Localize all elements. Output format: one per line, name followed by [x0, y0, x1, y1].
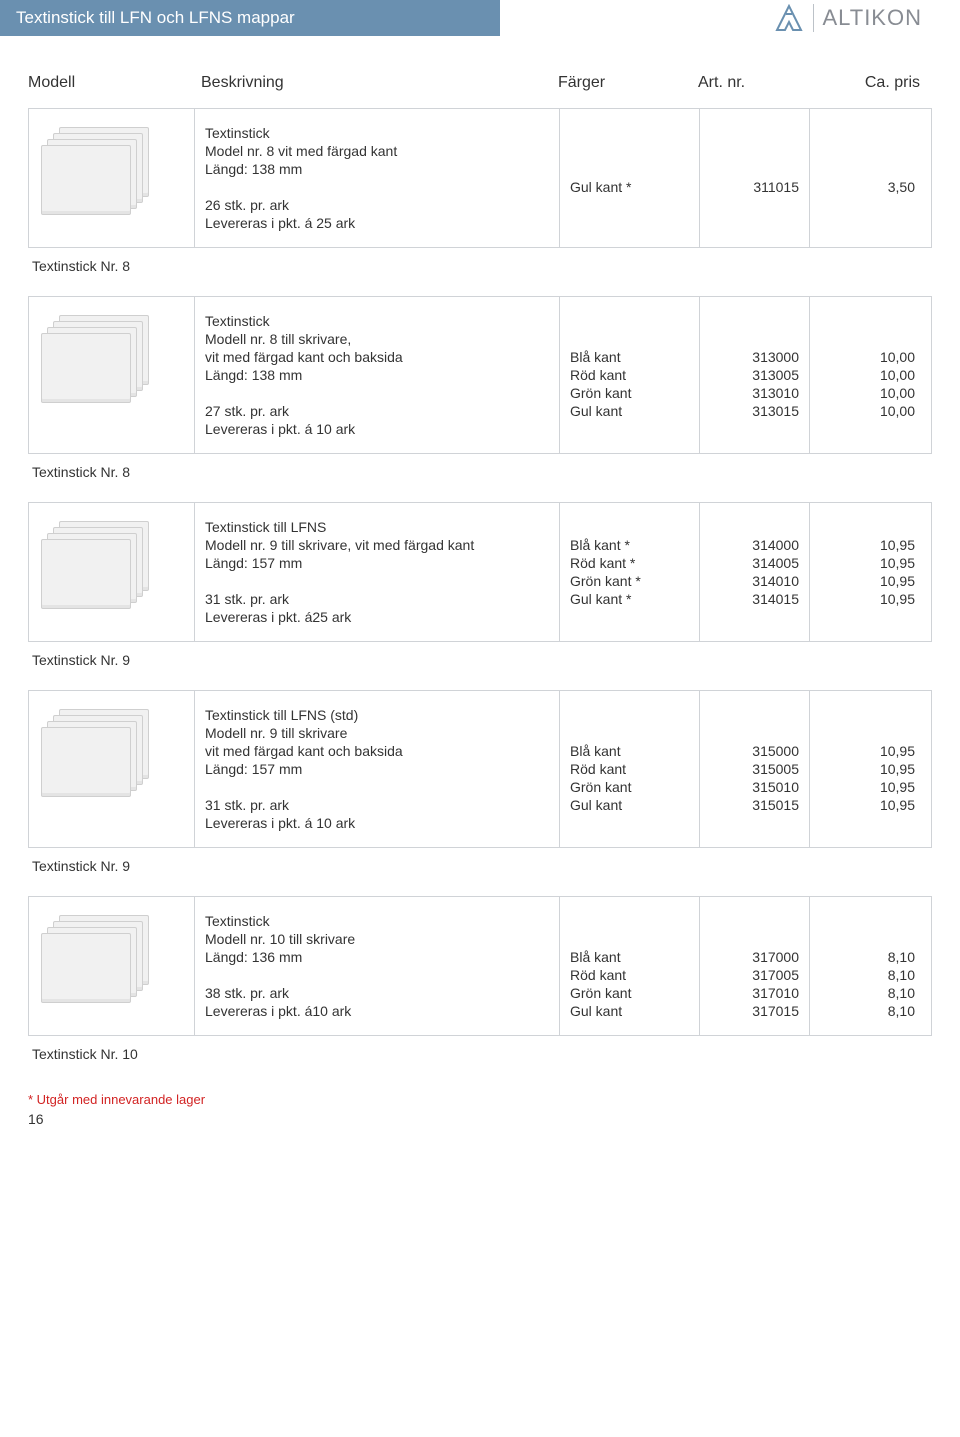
col-artnr: Art. nr.	[698, 74, 808, 92]
product-thumb	[29, 897, 194, 1035]
product-artnr: 315000315005315010315015	[699, 691, 809, 847]
product-description: Textinstick till LFNS (std)Modell nr. 9 …	[194, 691, 559, 847]
product-colors: Blå kant *Röd kant *Grön kant *Gul kant …	[559, 503, 699, 641]
product-description: TextinstickModell nr. 8 till skrivare,vi…	[194, 297, 559, 453]
column-headers: Modell Beskrivning Färger Art. nr. Ca. p…	[28, 74, 932, 92]
product-caption: Textinstick Nr. 8	[32, 258, 932, 274]
col-farger: Färger	[558, 74, 698, 92]
product-artnr: 313000313005313010313015	[699, 297, 809, 453]
product-thumb	[29, 297, 194, 453]
product-colors: Blå kantRöd kantGrön kantGul kant	[559, 897, 699, 1035]
product-thumb	[29, 109, 194, 247]
product-caption: Textinstick Nr. 9	[32, 858, 932, 874]
product-description: TextinstickModel nr. 8 vit med färgad ka…	[194, 109, 559, 247]
product-price: 8,108,108,108,10	[809, 897, 929, 1035]
product-price: 10,9510,9510,9510,95	[809, 503, 929, 641]
col-capris: Ca. pris	[808, 74, 928, 92]
brand-logo-icon	[773, 4, 805, 32]
product-price: 10,9510,9510,9510,95	[809, 691, 929, 847]
page-title: Textinstick till LFN och LFNS mappar	[0, 0, 500, 36]
brand-separator	[813, 4, 814, 32]
footnote: * Utgår med innevarande lager	[28, 1092, 932, 1107]
product-colors: Blå kantRöd kantGrön kantGul kant	[559, 297, 699, 453]
page-number: 16	[28, 1111, 932, 1127]
product-price: 3,50	[809, 109, 929, 247]
product-row: Textinstick till LFNSModell nr. 9 till s…	[28, 502, 932, 642]
product-colors: Blå kantRöd kantGrön kantGul kant	[559, 691, 699, 847]
product-thumb	[29, 691, 194, 847]
product-row: Textinstick till LFNS (std)Modell nr. 9 …	[28, 690, 932, 848]
product-caption: Textinstick Nr. 9	[32, 652, 932, 668]
product-colors: Gul kant *	[559, 109, 699, 247]
product-description: Textinstick till LFNSModell nr. 9 till s…	[194, 503, 559, 641]
product-price: 10,0010,0010,0010,00	[809, 297, 929, 453]
brand: ALTIKON	[773, 4, 922, 32]
product-artnr: 311015	[699, 109, 809, 247]
col-modell: Modell	[28, 74, 193, 92]
product-row: TextinstickModell nr. 8 till skrivare,vi…	[28, 296, 932, 454]
product-row: TextinstickModel nr. 8 vit med färgad ka…	[28, 108, 932, 248]
product-caption: Textinstick Nr. 10	[32, 1046, 932, 1062]
product-description: TextinstickModell nr. 10 till skrivareLä…	[194, 897, 559, 1035]
col-beskrivning: Beskrivning	[193, 74, 558, 92]
product-artnr: 317000317005317010317015	[699, 897, 809, 1035]
product-row: TextinstickModell nr. 10 till skrivareLä…	[28, 896, 932, 1036]
product-caption: Textinstick Nr. 8	[32, 464, 932, 480]
product-artnr: 314000314005314010314015	[699, 503, 809, 641]
brand-name: ALTIKON	[822, 5, 922, 31]
product-thumb	[29, 503, 194, 641]
